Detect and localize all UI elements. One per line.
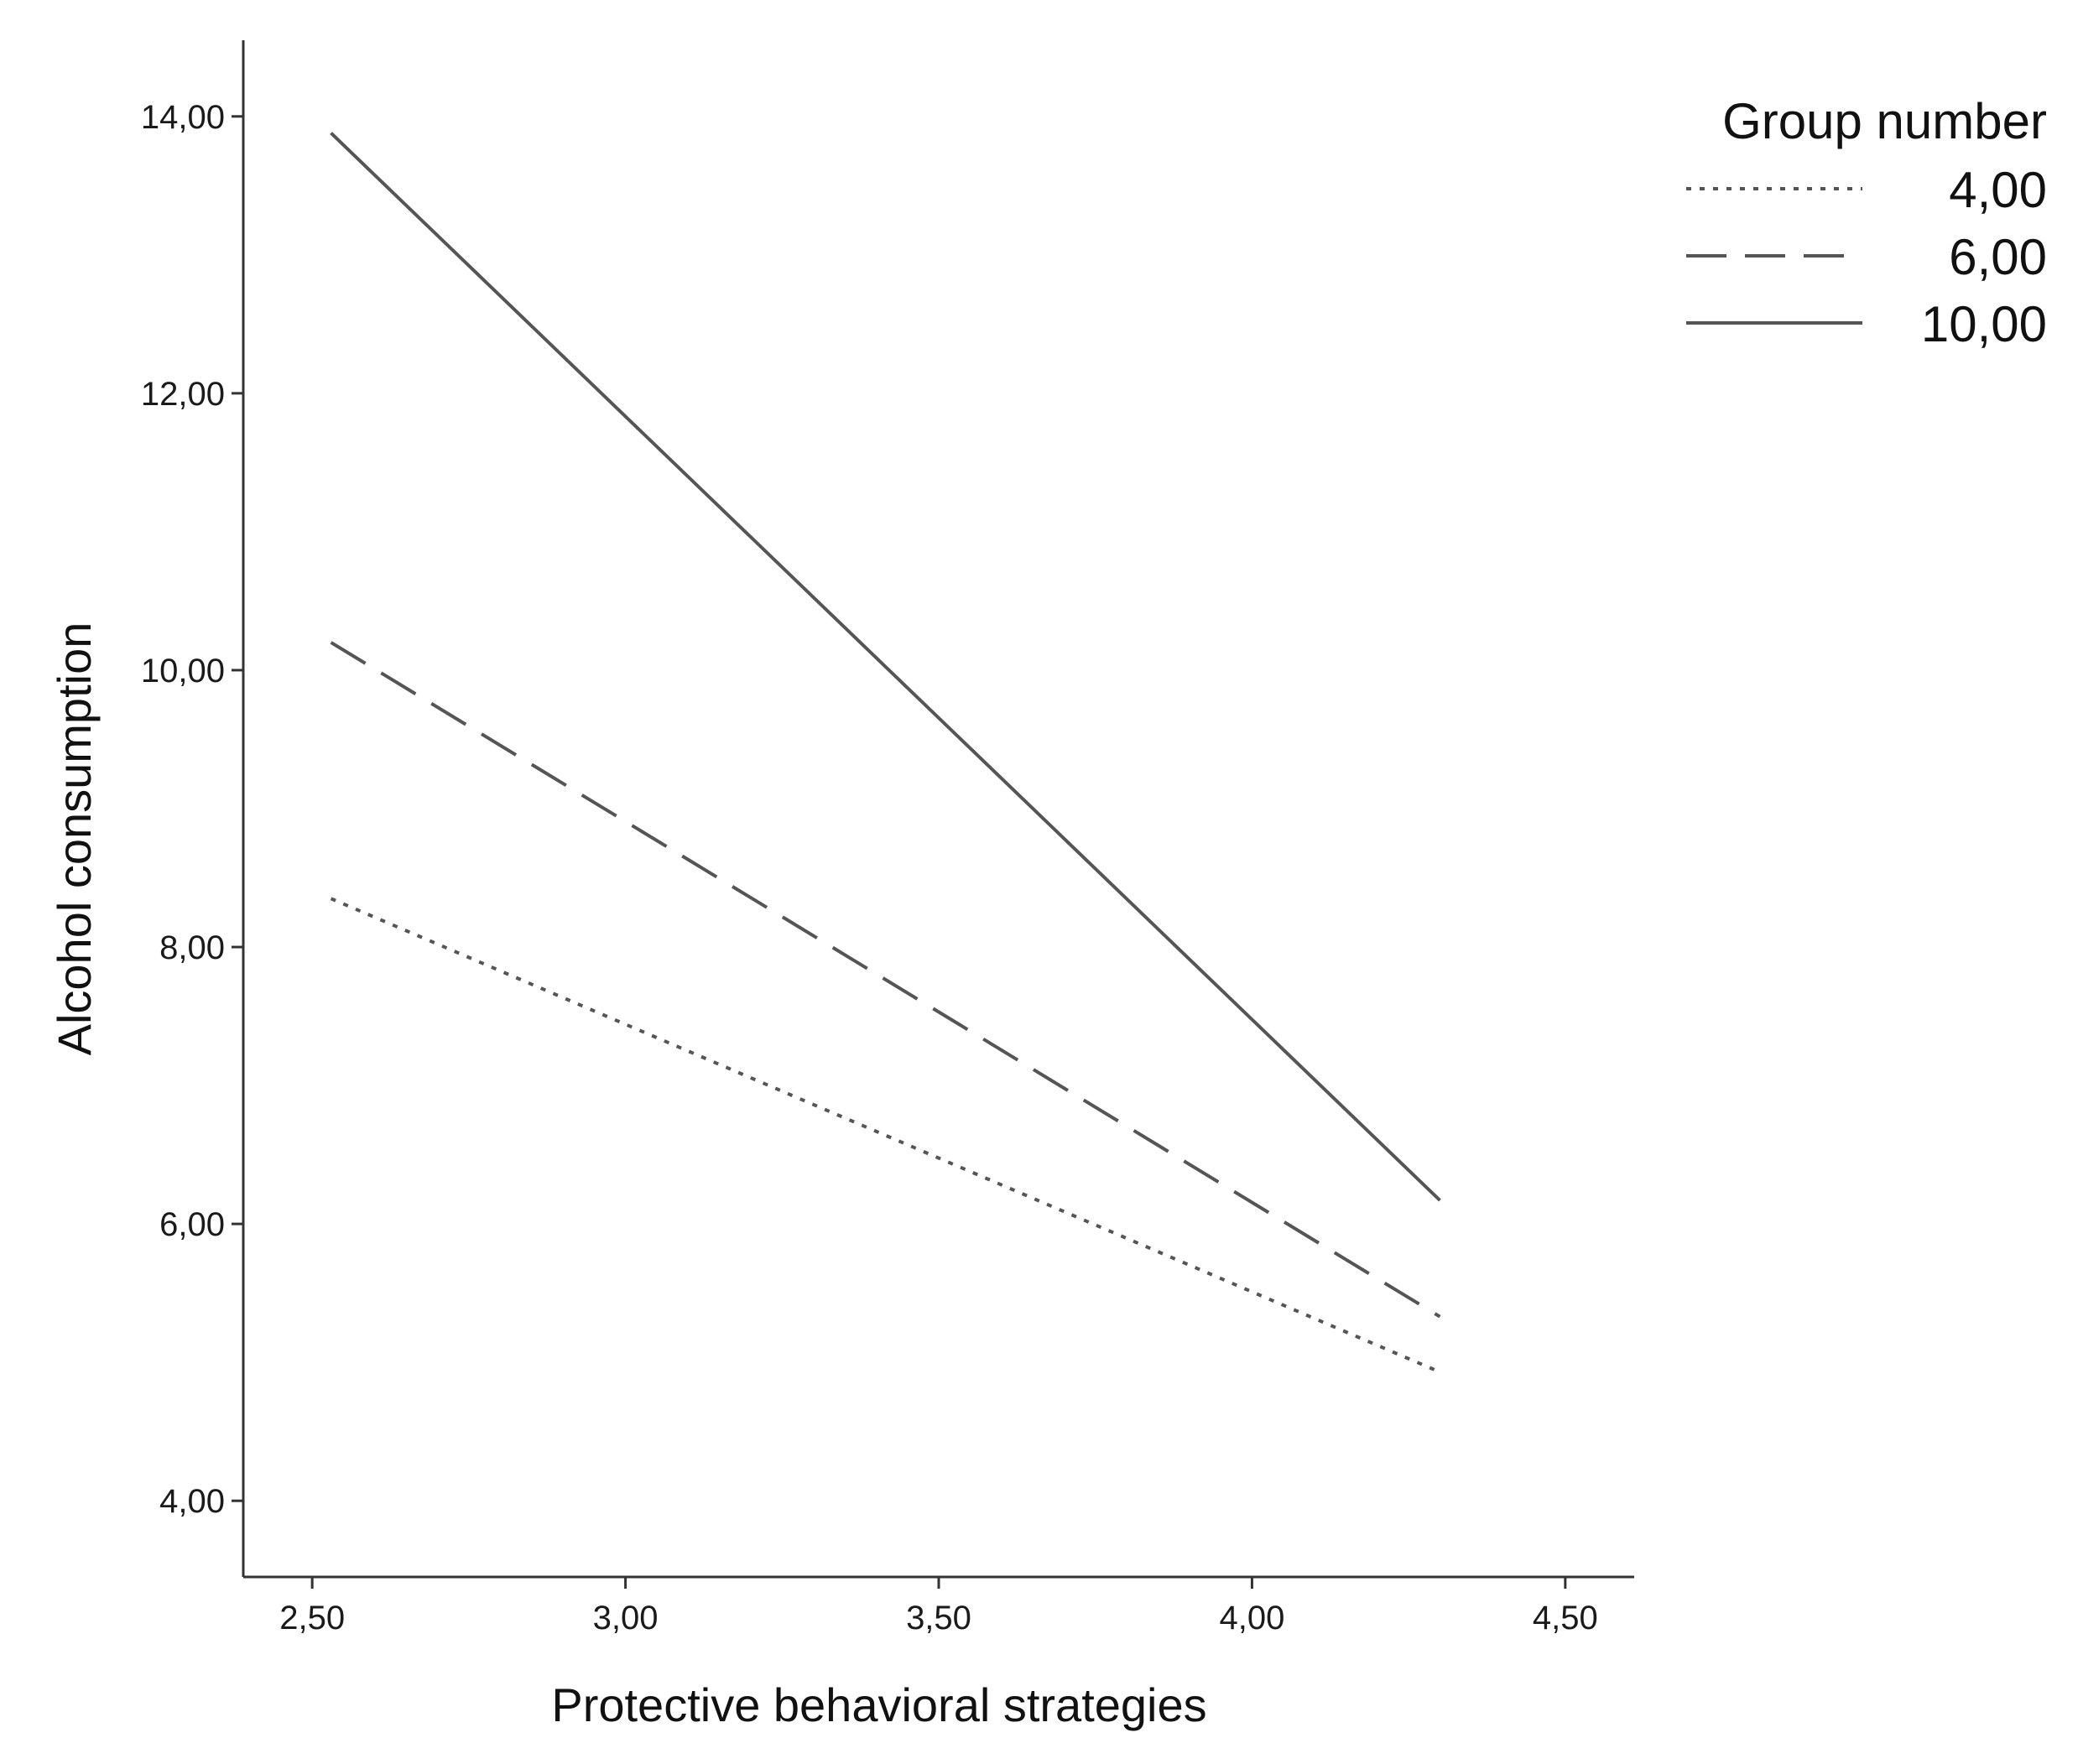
legend-title: Group number [1722, 93, 2047, 149]
x-tick-label: 4,50 [1533, 1600, 1598, 1637]
plot-area: 4,00 6,00 8,00 10,00 12,00 14,00 2,50 3,00 3,50… [141, 40, 1634, 1637]
series-line-1 [330, 897, 1441, 1374]
series-line-3 [330, 132, 1441, 1202]
y-tick-label: 6,00 [159, 1206, 225, 1243]
y-tick-label: 8,00 [159, 929, 225, 966]
legend: Group number 4,00 6,00 10,00 [1686, 93, 2047, 352]
legend-items: 4,00 6,00 10,00 [1686, 162, 2047, 352]
x-axis-ticks: 2,50 3,00 3,50 4,00 4,50 [279, 1577, 1598, 1637]
series-lines [330, 132, 1441, 1374]
y-tick-label: 4,00 [159, 1483, 225, 1520]
x-tick-label: 4,00 [1219, 1600, 1284, 1637]
y-tick-label: 10,00 [141, 653, 225, 689]
legend-label-2: 6,00 [1949, 229, 2047, 285]
y-axis-ticks: 4,00 6,00 8,00 10,00 12,00 14,00 [141, 99, 243, 1520]
x-tick-label: 3,50 [906, 1600, 971, 1637]
legend-label-3: 10,00 [1921, 296, 2047, 352]
y-tick-label: 12,00 [141, 376, 225, 413]
y-axis-title: Alcohol consumption [48, 622, 101, 1056]
legend-label-1: 4,00 [1949, 162, 2047, 218]
x-tick-label: 2,50 [279, 1600, 345, 1637]
series-line-2 [330, 641, 1441, 1319]
x-axis-title: Protective behavioral strategies [551, 1678, 1206, 1731]
y-tick-label: 14,00 [141, 99, 225, 136]
x-tick-label: 3,00 [593, 1600, 659, 1637]
